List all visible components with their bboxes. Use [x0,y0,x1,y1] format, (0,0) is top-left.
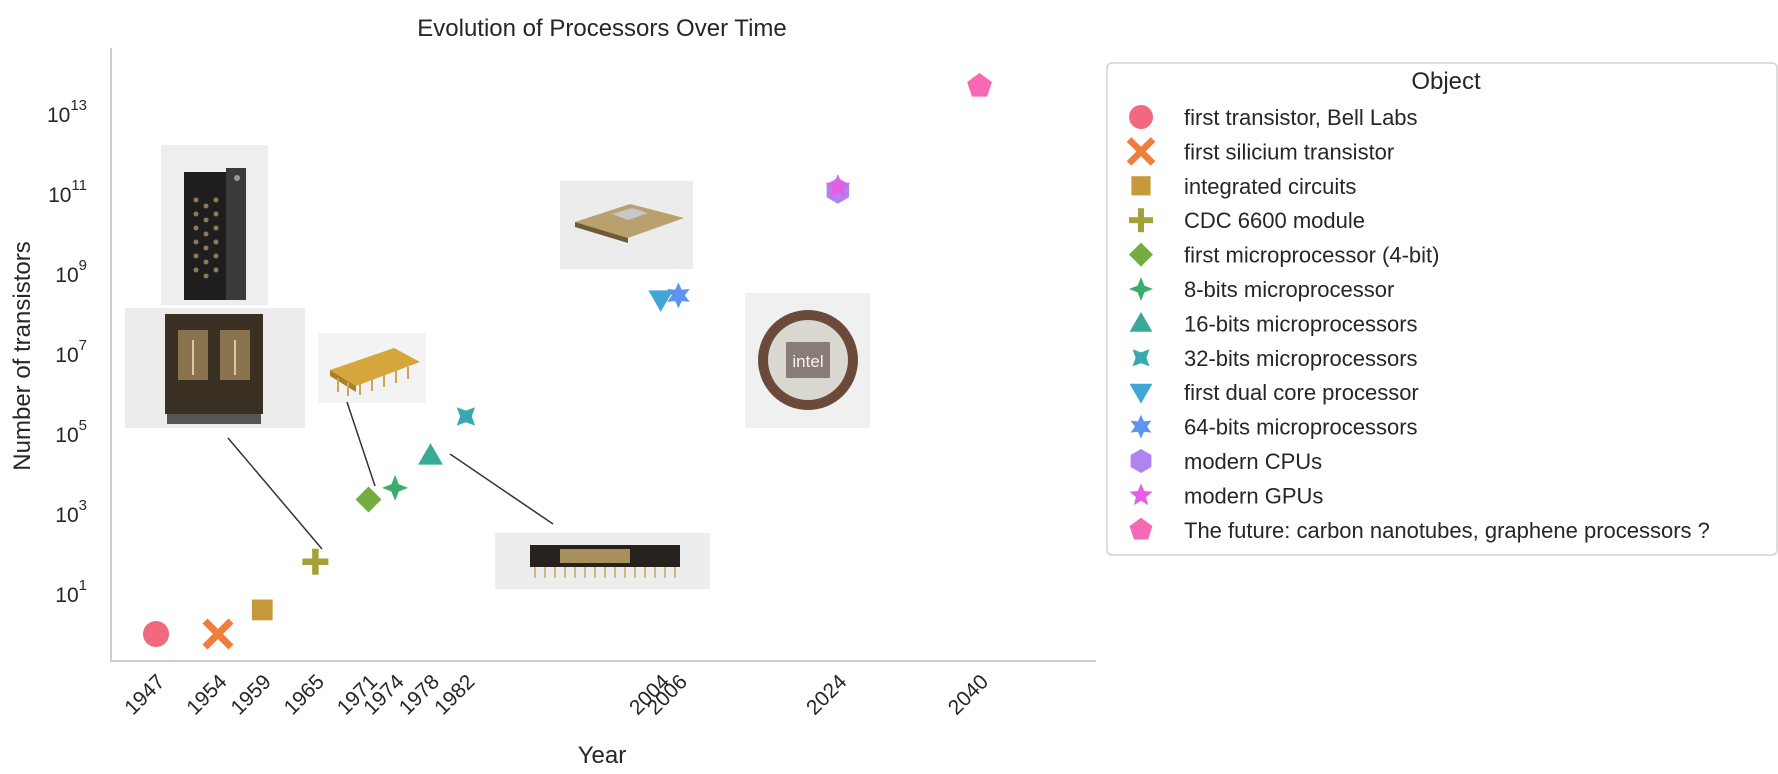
x-tick-label: 1982 [430,670,479,719]
data-point-square [251,599,273,621]
y-tick-label: 1011 [48,177,87,207]
data-points [143,73,992,650]
y-tick-labels: 101 103 105 107 109 1011 1013 [47,97,87,607]
legend-label: integrated circuits [1184,174,1356,199]
processor-photos: intel [125,145,870,589]
legend-label: first transistor, Bell Labs [1184,105,1418,130]
x-tick-label: 1959 [226,670,275,719]
legend-marker-pinwheel [1132,349,1150,367]
legend-marker-star6 [1130,414,1152,439]
callout-line-16bit [449,453,554,525]
legend-label: first dual core processor [1184,380,1419,405]
legend-item: The future: carbon nanotubes, graphene p… [1129,517,1710,543]
x-tick-label: 1965 [280,670,329,719]
y-tick-label: 105 [55,417,87,447]
intel-4004-photo [318,333,426,403]
legend-item: first transistor, Bell Labs [1129,105,1418,130]
data-point-triangle-down [648,290,674,312]
callout-lines [227,401,554,550]
legend-marker-x [1126,137,1156,166]
legend-item: first microprocessor (4-bit) [1129,242,1439,268]
y-axis-label: Number of transistors [9,241,36,470]
legend-marker-triangle-down [1129,383,1153,404]
legend-item: 16-bits microprocessors [1129,311,1418,336]
legend-item: 32-bits microprocessors [1132,346,1418,371]
legend-label: 8-bits microprocessor [1184,277,1394,302]
x-tick-label: 2024 [802,670,852,720]
legend-label: modern CPUs [1184,449,1322,474]
legend-label: CDC 6600 module [1184,208,1365,233]
cdc6600-module-photo [161,145,268,305]
legend-marker-hexagon [1130,449,1152,473]
legend-marker-pentagon [1129,517,1153,540]
data-point-pinwheel [456,407,476,426]
legend-label: The future: carbon nanotubes, graphene p… [1184,518,1710,543]
sixteen-bit-chip-photo [495,533,710,589]
legend-item: modern GPUs [1129,483,1323,508]
legend-marker-square [1131,176,1151,196]
legend-item: 8-bits microprocessor [1129,277,1394,302]
legend-item: 64-bits microprocessors [1130,414,1418,440]
legend-item: integrated circuits [1131,174,1356,199]
legend-marker-diamond [1129,242,1153,267]
callout-line-cdc6600 [227,437,323,550]
callout-line-4004 [346,401,376,487]
legend-box [1106,62,1778,556]
y-tick-label: 101 [55,577,87,607]
data-point-star5 [825,174,851,198]
x-tick-label: 1954 [182,670,232,720]
legend-item: modern CPUs [1130,449,1322,474]
y-tick-label: 103 [55,497,87,527]
legend-label: modern GPUs [1184,483,1323,508]
legend-title: Object [1411,68,1481,95]
legend-label: 64-bits microprocessors [1184,415,1418,440]
legend-marker-star5 [1129,483,1153,506]
cpu-package-photo [560,181,693,269]
y-tick-label: 107 [55,337,87,367]
data-point-triangle-up [418,443,443,465]
legend-marker-star4 [1129,277,1153,301]
data-point-plus [302,548,329,575]
integrated-circuit-photo [125,308,305,428]
legend-marker-plus [1129,208,1153,233]
x-tick-label: 1978 [395,670,444,719]
data-point-star6 [667,282,690,309]
legend-item: CDC 6600 module [1129,208,1365,233]
legend-label: 32-bits microprocessors [1184,346,1418,371]
x-tick-label: 1947 [120,670,169,719]
legend-label: first silicium transistor [1184,139,1394,164]
x-tick-label: 2040 [944,670,993,719]
data-point-star4 [382,474,409,501]
y-tick-label: 109 [55,257,87,287]
legend-item: first dual core processor [1129,380,1419,405]
data-point-x [202,618,234,650]
legend-marker-triangle-up [1129,312,1153,332]
intel-logo-text: intel [792,352,823,371]
legend: Object first transistor, Bell Labs first … [1106,62,1778,556]
x-axis-label: Year [578,742,627,769]
axes [110,48,1096,662]
legend-label: first microprocessor (4-bit) [1184,243,1439,268]
data-point-diamond [355,486,382,513]
data-point-circle [143,621,169,647]
data-point-pentagon [967,73,992,97]
intel-wafer-photo: intel [745,293,870,428]
y-tick-label: 1013 [47,97,87,127]
legend-marker-circle [1129,105,1153,129]
legend-label: 16-bits microprocessors [1184,311,1418,336]
chart-title: Evolution of Processors Over Time [417,15,786,42]
legend-item: first silicium transistor [1126,137,1394,166]
